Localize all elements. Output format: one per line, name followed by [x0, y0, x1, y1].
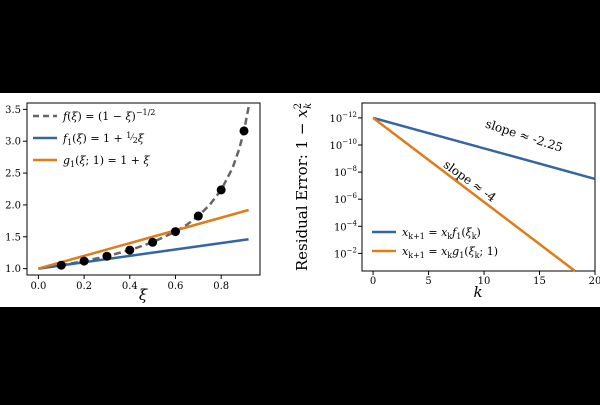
right-y-tick-label: 10−12 — [329, 111, 357, 125]
right-y-tick-label: 10−2 — [334, 246, 357, 260]
left-x-ticks: 0.0 0.2 0.4 0.6 0.8 — [30, 275, 229, 292]
left-y-tick-label: 2.5 — [5, 169, 21, 180]
right-series-line-0 — [372, 116, 596, 181]
right-x-tick-label: 0 — [370, 276, 376, 287]
left-y-tick-label: 3.5 — [5, 105, 21, 116]
left-marker-point — [79, 256, 89, 266]
left-marker-point — [102, 251, 112, 261]
right-legend: xk+1 = xkf1(ξk) xk+1 = xkg1(ξk; 1) — [372, 226, 498, 260]
legend-label-g1: g1(ξ; 1) = 1 + ξ — [63, 154, 150, 169]
right-x-tick-label: 20 — [589, 276, 600, 287]
left-y-tick-label: 2.0 — [5, 200, 21, 211]
left-y-tick-label: 1.5 — [5, 232, 21, 243]
left-x-tick-label: 0.6 — [168, 281, 184, 292]
legend-label-f: f(ξ) = (1 − ξ)−1/2 — [62, 108, 155, 123]
left-markers-group — [56, 126, 249, 270]
right-plot-frame — [361, 102, 596, 272]
right-x-ticks: 0 5 10 15 20 — [370, 271, 600, 287]
left-marker-point — [170, 227, 180, 237]
left-chart: 0.0 0.2 0.4 0.6 0.8 1.0 1.5 2.0 2.5 3.0 3.5 f(ξ) … — [5, 102, 261, 304]
left-y-tick-label: 3.0 — [5, 137, 21, 148]
right-y-tick-label: 10−4 — [334, 219, 358, 233]
left-marker-point — [56, 260, 66, 270]
right-y-tick-label: 10−8 — [334, 165, 357, 179]
left-x-axis-label: ξ — [139, 286, 148, 304]
legend-label-xf1: xk+1 = xkf1(ξk) — [402, 226, 481, 241]
legend-label-xg1: xk+1 = xkg1(ξk; 1) — [402, 245, 498, 260]
right-y-ticks: 10−2 10−4 10−6 10−8 10−10 10−12 — [329, 111, 362, 260]
right-x-axis-label: k — [473, 283, 482, 301]
left-x-tick-label: 0.4 — [122, 281, 138, 292]
left-y-tick-label: 1.0 — [5, 264, 21, 275]
right-y-axis-label: Residual Error: 1 − x2k — [293, 103, 314, 271]
left-legend: f(ξ) = (1 − ξ)−1/2 f1(ξ) = 1 + 1⁄2ξ g1(ξ… — [33, 108, 155, 169]
left-x-tick-label: 0.0 — [30, 281, 46, 292]
right-series-group — [372, 116, 596, 272]
right-y-tick-label: 10−6 — [334, 192, 358, 206]
left-plot-frame — [26, 102, 261, 276]
right-x-tick-label: 10 — [478, 276, 491, 287]
left-marker-point — [193, 211, 203, 221]
left-marker-point — [148, 237, 158, 247]
left-marker-point — [239, 126, 249, 136]
right-y-tick-label: 10−10 — [329, 138, 357, 152]
right-x-tick-label: 5 — [425, 276, 431, 287]
left-x-tick-label: 0.8 — [213, 281, 229, 292]
right-x-tick-label: 15 — [533, 276, 546, 287]
left-x-tick-label: 0.2 — [76, 281, 92, 292]
left-series-line-1 — [38, 238, 249, 270]
left-series-line-2 — [38, 208, 249, 270]
legend-label-f1: f1(ξ) = 1 + 1⁄2ξ — [62, 131, 145, 147]
left-marker-point — [216, 185, 226, 195]
left-y-ticks: 1.0 1.5 2.0 2.5 3.0 3.5 — [5, 105, 27, 275]
left-marker-point — [125, 245, 135, 255]
left-series-group — [38, 106, 250, 270]
right-series-line-1 — [372, 116, 576, 272]
left-series-line-0 — [38, 106, 250, 270]
